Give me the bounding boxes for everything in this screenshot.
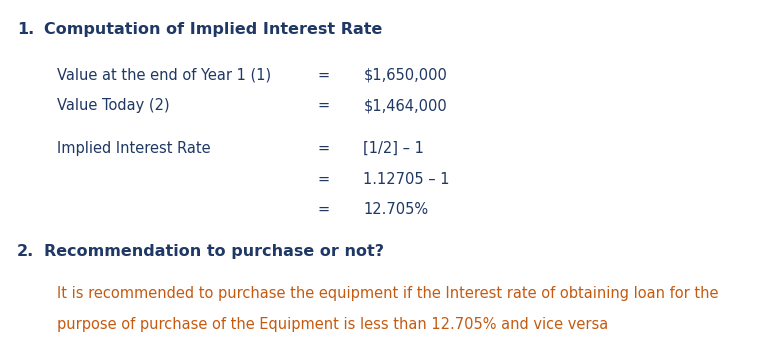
Text: =: = — [317, 202, 330, 217]
Text: 1.12705 – 1: 1.12705 – 1 — [363, 172, 450, 187]
Text: =: = — [317, 172, 330, 187]
Text: $1,464,000: $1,464,000 — [363, 98, 447, 113]
Text: It is recommended to purchase the equipment if the Interest rate of obtaining lo: It is recommended to purchase the equipm… — [57, 286, 719, 300]
Text: [1/2] – 1: [1/2] – 1 — [363, 141, 425, 156]
Text: =: = — [317, 98, 330, 113]
Text: Implied Interest Rate: Implied Interest Rate — [57, 141, 211, 156]
Text: =: = — [317, 68, 330, 82]
Text: purpose of purchase of the Equipment is less than 12.705% and vice versa: purpose of purchase of the Equipment is … — [57, 317, 609, 332]
Text: 1.: 1. — [17, 22, 34, 37]
Text: =: = — [317, 141, 330, 156]
Text: 12.705%: 12.705% — [363, 202, 428, 217]
Text: Value at the end of Year 1 (1): Value at the end of Year 1 (1) — [57, 68, 272, 82]
Text: $1,650,000: $1,650,000 — [363, 68, 448, 82]
Text: 2.: 2. — [17, 244, 34, 259]
Text: Value Today (2): Value Today (2) — [57, 98, 170, 113]
Text: Recommendation to purchase or not?: Recommendation to purchase or not? — [44, 244, 384, 259]
Text: Computation of Implied Interest Rate: Computation of Implied Interest Rate — [44, 22, 382, 37]
